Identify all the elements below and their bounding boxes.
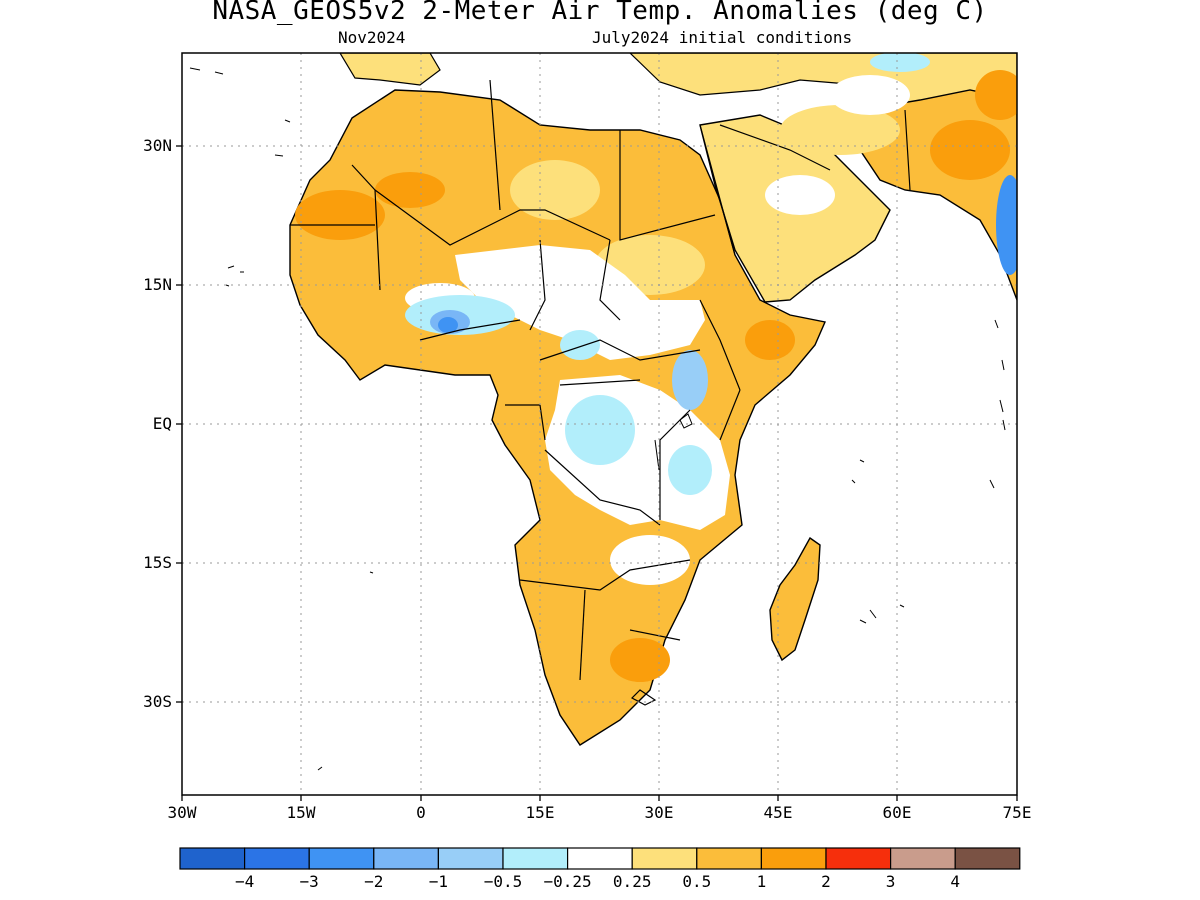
colorbar-label: 0.25 <box>612 872 652 891</box>
y-tick-label-30s: 30S <box>143 692 172 711</box>
colorbar-label: 1 <box>756 872 767 891</box>
colorbar-label: −3 <box>299 872 319 891</box>
colorbar-label: 3 <box>885 872 896 891</box>
neutral-sahel <box>455 245 705 360</box>
y-tick-label-eq: EQ <box>152 414 172 433</box>
colorbar-label: 4 <box>950 872 960 891</box>
x-tick-label-30w: 30W <box>167 803 197 822</box>
map-area <box>189 53 1017 771</box>
europe-landmass <box>339 53 441 86</box>
colorbar-label: −1 <box>428 872 449 891</box>
colorbar-label: −0.25 <box>543 872 592 891</box>
colorbar-label: −2 <box>364 872 384 891</box>
x-tick-label-75e: 75E <box>1002 803 1032 822</box>
y-tick-label-15s: 15S <box>143 553 172 572</box>
country-borders <box>290 79 911 706</box>
colorbar-label: 2 <box>821 872 831 891</box>
grid-lines <box>182 53 1017 795</box>
x-tick-label-15e: 15E <box>525 803 555 822</box>
colorbar-label: −0.5 <box>483 872 523 891</box>
y-tick-label-30n: 30N <box>143 136 172 155</box>
x-tick-label-15w: 15W <box>286 803 316 822</box>
chart-title: NASA_GEOS5v2 2-Meter Air Temp. Anomalies… <box>212 0 988 26</box>
x-tick-label-30e: 30E <box>644 803 674 822</box>
y-tick-label-15n: 15N <box>143 275 172 294</box>
forecast-month: Nov2024 <box>338 28 406 47</box>
madagascar <box>769 536 821 662</box>
islands <box>189 67 1006 771</box>
x-tick-label-60e: 60E <box>882 803 912 822</box>
initial-conditions: July2024 initial conditions <box>592 28 853 47</box>
colorbar-label: −4 <box>234 872 255 891</box>
x-tick-label-45e: 45E <box>763 803 793 822</box>
axis-ticks <box>176 145 1018 801</box>
x-tick-label-0: 0 <box>416 803 426 822</box>
colorbar-label: 0.5 <box>682 872 712 891</box>
